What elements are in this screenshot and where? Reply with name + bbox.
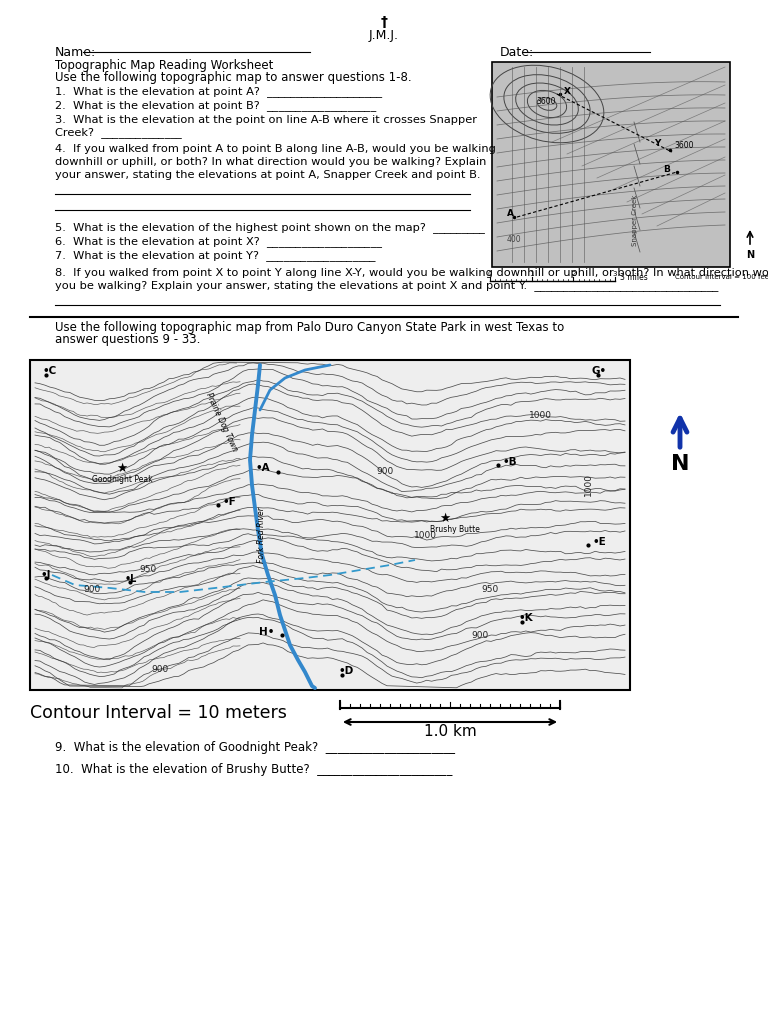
Text: 900: 900	[472, 631, 488, 640]
Text: 950: 950	[482, 586, 498, 595]
Text: 5.  What is the elevation of the highest point shown on the map?  _________: 5. What is the elevation of the highest …	[55, 222, 485, 233]
Text: Y: Y	[654, 139, 660, 148]
Text: †: †	[381, 15, 387, 29]
Text: 3600: 3600	[674, 140, 694, 150]
Bar	[30, 360, 630, 690]
Text: 3.  What is the elevation at the point on line A-B where it crosses Snapper: 3. What is the elevation at the point on…	[55, 115, 477, 125]
Text: Goodnight Peak: Goodnight Peak	[91, 475, 152, 484]
Text: •J: •J	[40, 570, 51, 580]
Text: 400: 400	[507, 236, 521, 245]
Text: •B: •B	[502, 457, 517, 467]
Text: 2: 2	[571, 271, 575, 278]
Text: 4.  If you walked from point A to point B along line A-B, would you be walking: 4. If you walked from point A to point B…	[55, 144, 496, 154]
Text: •K: •K	[518, 613, 533, 623]
Text: 10.  What is the elevation of Brushy Butte?  _______________________: 10. What is the elevation of Brushy Butt…	[55, 764, 452, 776]
Text: answer questions 9 - 33.: answer questions 9 - 33.	[55, 334, 200, 346]
Text: ★: ★	[117, 462, 127, 474]
Text: B: B	[663, 165, 670, 173]
Text: downhill or uphill, or both? In what direction would you be walking? Explain: downhill or uphill, or both? In what dir…	[55, 157, 486, 167]
Text: •L: •L	[125, 574, 137, 584]
Text: 1.  What is the elevation at point A?  ____________________: 1. What is the elevation at point A? ___…	[55, 87, 382, 97]
Text: 0: 0	[488, 271, 492, 278]
Bar	[492, 62, 730, 267]
Text: A: A	[507, 209, 514, 217]
Text: 900: 900	[376, 468, 394, 476]
Text: Use the following topographic map from Palo Duro Canyon State Park in west Texas: Use the following topographic map from P…	[55, 321, 564, 334]
Text: Brushy Butte: Brushy Butte	[430, 525, 480, 535]
Text: •C: •C	[42, 366, 56, 376]
Text: Creek?  ______________: Creek? ______________	[55, 128, 182, 138]
Text: you be walking? Explain your answer, stating the elevations at point X and point: you be walking? Explain your answer, sta…	[55, 281, 718, 292]
Text: 1000: 1000	[584, 473, 592, 497]
Text: 950: 950	[139, 565, 157, 574]
Text: Use the following topographic map to answer questions 1-8.: Use the following topographic map to ans…	[55, 71, 412, 84]
Text: 2.  What is the elevation at point B?  ___________________: 2. What is the elevation at point B? ___…	[55, 100, 376, 112]
Text: Topographic Map Reading Worksheet: Topographic Map Reading Worksheet	[55, 58, 273, 72]
Text: Name:: Name:	[55, 45, 96, 58]
Text: Contour Interval = 10 meters: Contour Interval = 10 meters	[30, 705, 287, 722]
Text: 9.  What is the elevation of Goodnight Peak?  ______________________: 9. What is the elevation of Goodnight Pe…	[55, 741, 455, 755]
Text: Snapper Creek: Snapper Creek	[632, 195, 638, 246]
Text: 3: 3	[613, 271, 617, 278]
Text: •A: •A	[256, 463, 270, 473]
Text: 900: 900	[151, 666, 169, 675]
Text: J.M.J.: J.M.J.	[369, 29, 399, 42]
Text: Fork Red River: Fork Red River	[257, 507, 266, 563]
Text: •D: •D	[338, 666, 353, 676]
Text: ★: ★	[439, 512, 451, 524]
Text: •F: •F	[222, 497, 236, 507]
Text: your answer, stating the elevations at point A, Snapper Creek and point B.: your answer, stating the elevations at p…	[55, 170, 481, 180]
Text: 8.  If you walked from point X to point Y along line X-Y, would you be walking d: 8. If you walked from point X to point Y…	[55, 268, 768, 278]
Text: 3 miles: 3 miles	[620, 272, 647, 282]
Text: G•: G•	[592, 366, 607, 376]
Text: Date:: Date:	[500, 45, 535, 58]
Text: N: N	[746, 250, 754, 260]
Text: Prairie Dog Town: Prairie Dog Town	[204, 391, 240, 453]
Text: X: X	[564, 87, 571, 96]
Text: 7.  What is the elevation at point Y?  ___________________: 7. What is the elevation at point Y? ___…	[55, 251, 376, 261]
Text: 1000: 1000	[413, 530, 436, 540]
Text: 6.  What is the elevation at point X?  ____________________: 6. What is the elevation at point X? ___…	[55, 237, 382, 248]
Text: 1.0 km: 1.0 km	[424, 724, 476, 738]
Text: 900: 900	[84, 586, 101, 595]
Text: 1: 1	[529, 271, 534, 278]
Text: Contour interval = 100 feet: Contour interval = 100 feet	[675, 274, 768, 280]
Text: H•: H•	[259, 627, 274, 637]
Text: 1000: 1000	[528, 411, 551, 420]
Text: •E: •E	[592, 537, 606, 547]
Text: 3600: 3600	[536, 97, 556, 106]
Text: N: N	[670, 454, 689, 474]
